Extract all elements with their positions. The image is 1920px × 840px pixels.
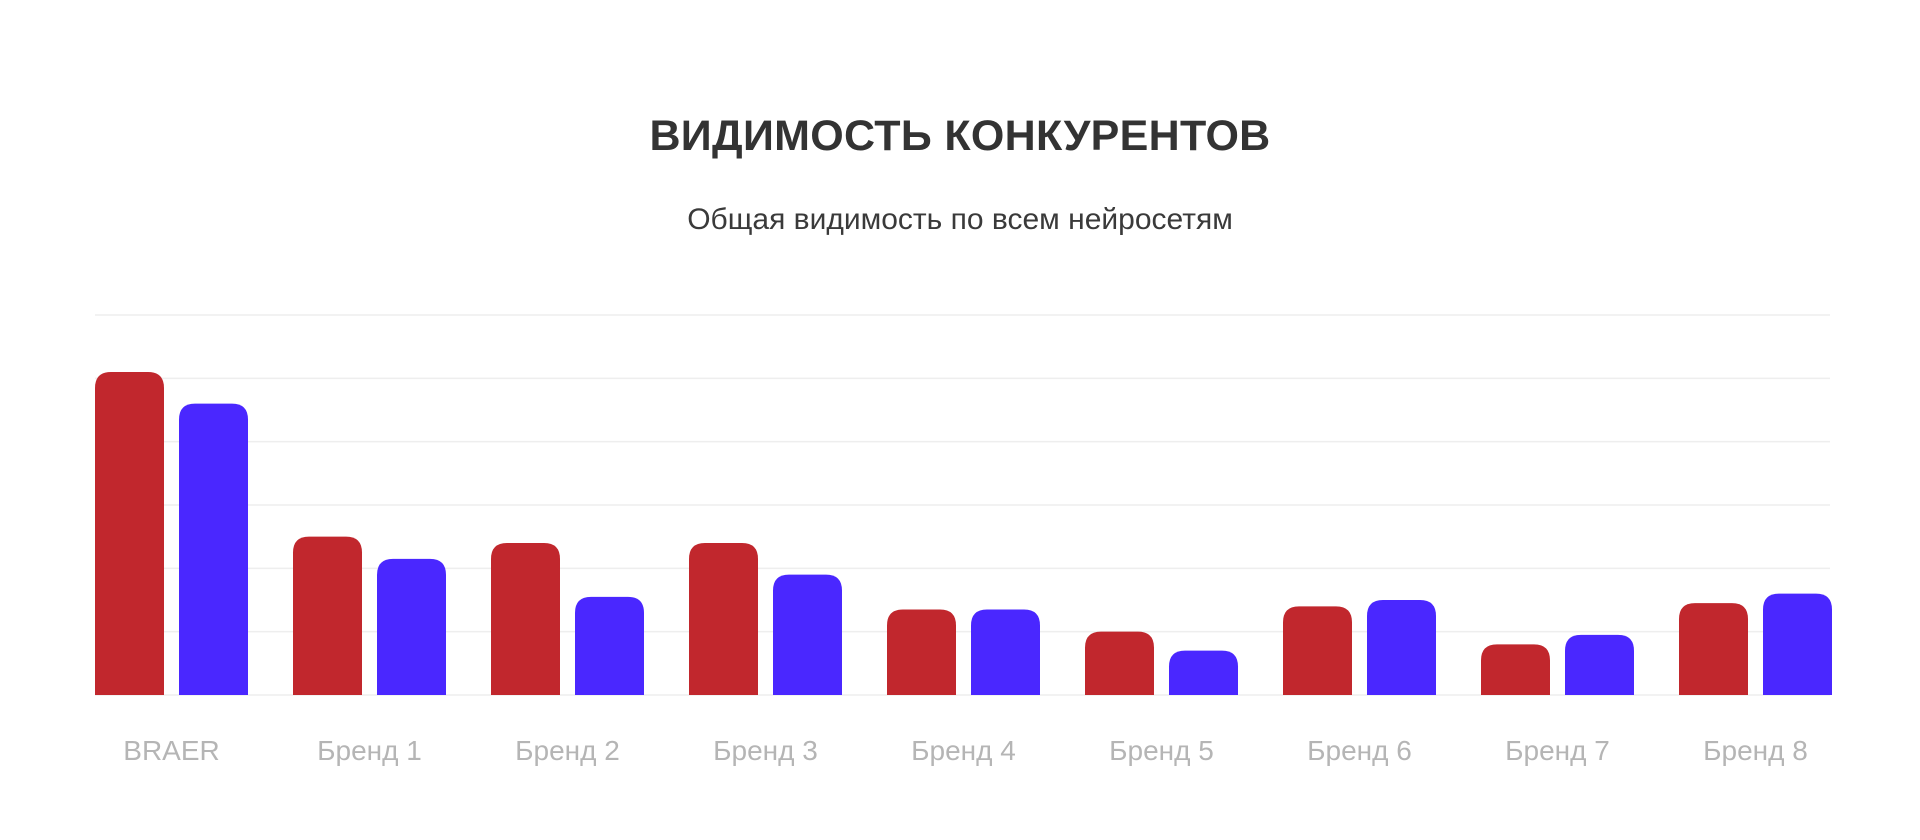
x-tick-label: Бренд 1 (317, 735, 422, 766)
x-tick-label: Бренд 7 (1505, 735, 1610, 766)
bar-6-series-1 (1085, 631, 1154, 695)
chart-subtitle: Общая видимость по всем нейросетям (687, 203, 1233, 236)
bar-2-series-2 (377, 558, 446, 695)
x-tick-label: Бренд 8 (1703, 735, 1808, 766)
bar-4-series-1 (689, 543, 758, 695)
bar-9-series-1 (1679, 603, 1748, 695)
bar-1-series-2 (179, 403, 248, 695)
bar-9-series-2 (1763, 593, 1832, 695)
chart-title: ВИДИМОСТЬ КОНКУРЕНТОВ (649, 112, 1271, 160)
bar-7-series-1 (1283, 606, 1352, 695)
bar-3-series-2 (575, 596, 644, 695)
x-tick-label: Бренд 4 (911, 735, 1016, 766)
bar-1-series-1 (95, 372, 164, 695)
x-tick-label: Бренд 6 (1307, 735, 1412, 766)
bars (95, 372, 1832, 695)
bar-5-series-2 (971, 609, 1040, 695)
bar-8-series-1 (1481, 644, 1550, 695)
x-tick-label: Бренд 3 (713, 735, 818, 766)
x-tick-label: BRAER (123, 735, 219, 766)
bar-5-series-1 (887, 609, 956, 695)
bar-8-series-2 (1565, 634, 1634, 695)
bar-7-series-2 (1367, 600, 1436, 695)
bar-4-series-2 (773, 574, 842, 695)
x-tick-label: Бренд 5 (1109, 735, 1214, 766)
bar-6-series-2 (1169, 650, 1238, 695)
x-tick-labels: BRAER Бренд 1 Бренд 2 Бренд 3 Бренд 4 Бренд 5… (123, 735, 1808, 766)
bar-3-series-1 (491, 543, 560, 695)
bar-2-series-1 (293, 536, 362, 695)
x-tick-label: Бренд 2 (515, 735, 620, 766)
